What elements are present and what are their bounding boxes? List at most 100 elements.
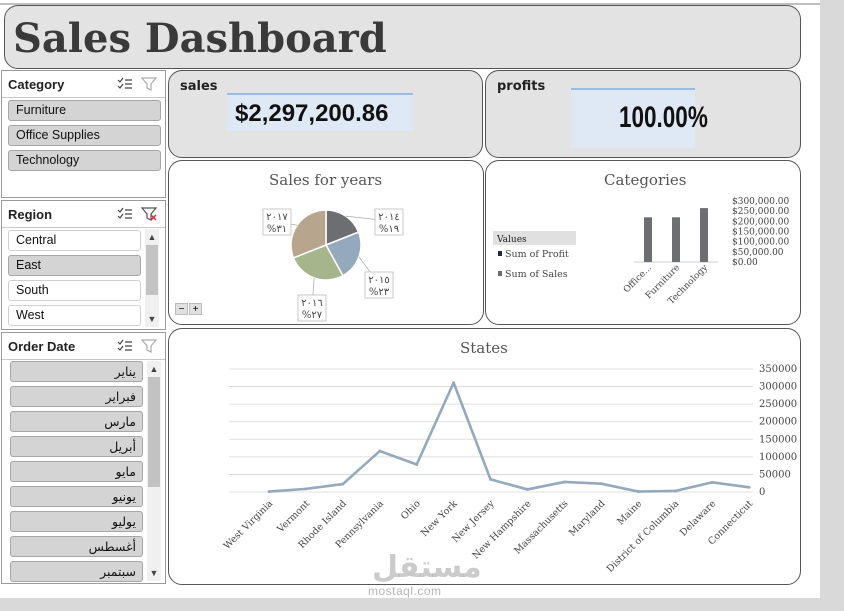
scroll-down-icon[interactable]: ▼	[149, 568, 159, 578]
data-point	[673, 489, 677, 493]
slicer-item-technology[interactable]: Technology	[8, 150, 161, 171]
kpi-value: $2,297,200.86	[235, 100, 389, 127]
slicer-item-month[interactable]: يوليو	[10, 511, 143, 532]
scroll-thumb[interactable]	[148, 377, 160, 487]
y-tick-label: 250000	[759, 399, 797, 410]
kpi-label: profits	[497, 79, 546, 94]
slicer-item-month[interactable]: فبراير	[10, 386, 143, 407]
clear-filter-icon[interactable]	[141, 77, 157, 91]
y-tick-label: 50000	[759, 469, 791, 480]
bar	[672, 217, 680, 262]
watermark-logo: مستقل	[372, 550, 482, 585]
slicer-item-west[interactable]: West	[8, 305, 141, 326]
line-chart: 0 50000 100000 150000 200000 250000 300000 3500…	[222, 364, 797, 575]
data-label-box	[262, 208, 292, 236]
data-point	[489, 477, 493, 481]
slicer-item-south[interactable]: South	[8, 280, 141, 301]
data-label-value: %١٩	[379, 224, 399, 235]
data-label-category: ٢٠١٥	[368, 275, 389, 286]
kpi-value: 100.00%	[619, 101, 708, 134]
profits-kpi-card: profits 100.00%	[485, 70, 801, 158]
data-point	[304, 487, 308, 491]
slicer-item-central[interactable]: Central	[8, 230, 141, 251]
legend-swatch	[498, 271, 502, 276]
legend-header	[493, 231, 576, 245]
order-date-scrollbar[interactable]: ▲ ▼	[147, 361, 161, 581]
data-point	[341, 482, 345, 486]
clear-filter-icon[interactable]	[141, 207, 157, 221]
multi-select-icon[interactable]	[117, 339, 133, 353]
data-point	[747, 485, 751, 489]
data-label-value: %٢٧	[302, 310, 323, 321]
data-label-value: %٣١	[267, 224, 287, 235]
data-point	[452, 381, 456, 385]
data-point	[415, 462, 419, 466]
data-label-category: ٢٠١٤	[378, 212, 399, 223]
data-point	[562, 480, 566, 484]
y-tick-label: 350000	[759, 364, 797, 375]
data-label-box	[297, 294, 327, 322]
slicer-item-month[interactable]: أبريل	[10, 436, 143, 457]
slicer-item-month[interactable]: يناير	[10, 361, 143, 382]
x-tick-label: Maryland	[567, 498, 607, 538]
scroll-up-icon[interactable]: ▲	[147, 232, 157, 242]
data-label-category: ٢٠١٦	[301, 298, 322, 309]
expand-button[interactable]: +	[189, 303, 202, 315]
data-label-box	[374, 208, 404, 236]
y-tick-label: $250,000.00	[732, 207, 790, 217]
sales-kpi-card: sales $2,297,200.86	[168, 70, 483, 158]
y-tick-label: 200000	[759, 417, 797, 428]
slicer-item-month[interactable]: أغسطس	[10, 536, 143, 557]
y-tick-label: $100,000.00	[732, 238, 790, 248]
pie-slice	[325, 209, 360, 247]
slicer-item-month[interactable]: سبتمبر	[10, 561, 143, 582]
chart-title: States	[460, 339, 508, 357]
title-banner: Sales Dashboard	[4, 5, 801, 69]
y-tick-label: $150,000.00	[732, 228, 790, 238]
legend-entry: Sum of Sales	[505, 269, 568, 280]
data-point	[378, 449, 382, 453]
x-tick-label: Vermont	[275, 498, 312, 535]
y-tick-label: 300000	[759, 382, 797, 393]
x-tick-label: District of Columbia	[605, 498, 682, 575]
x-tick-label: Ohio	[399, 498, 423, 522]
slicer-item-month[interactable]: مايو	[10, 461, 143, 482]
scroll-up-icon[interactable]: ▲	[149, 364, 159, 374]
slicer-item-furniture[interactable]: Furniture	[8, 100, 161, 121]
data-label-category: ٢٠١٧	[266, 212, 288, 223]
data-point	[636, 490, 640, 494]
kpi-label: sales	[180, 79, 218, 94]
data-label-box	[364, 271, 394, 299]
order-date-slicer: Order Date يناير فبراير مارس أبريل مايو …	[1, 332, 166, 584]
y-tick-label: 100000	[759, 452, 797, 463]
bar-chart: Office...FurnitureTechnology$0.00$50,000…	[493, 197, 790, 307]
slicer-item-office-supplies[interactable]: Office Supplies	[8, 125, 161, 146]
data-point	[710, 480, 714, 484]
y-tick-label: $300,000.00	[732, 197, 790, 207]
sales-for-years-chart: Sales for years ٢٠١٤ %١٩ ٢٠١٥ %٢٣ ٢٠١٦ %٢٧ ٢٠١…	[168, 160, 484, 325]
pie-chart: ٢٠١٤%١٩ ٢٠١٥%٢٣ ٢٠١٦%٢٧ ٢٠١٧%٣١	[262, 208, 404, 322]
top-border	[0, 3, 820, 5]
region-scrollbar[interactable]: ▲ ▼	[145, 229, 159, 327]
clear-filter-icon[interactable]	[141, 339, 157, 353]
x-tick-label: West Virginia	[222, 498, 276, 552]
slicer-item-month[interactable]: يونيو	[10, 486, 143, 507]
y-tick-label: 150000	[759, 434, 797, 445]
region-slicer: Region Central East South West ▲ ▼	[1, 200, 166, 330]
data-point	[525, 487, 529, 491]
slicer-title: Region	[8, 207, 53, 222]
kpi-value-box: $2,297,200.86	[227, 93, 413, 131]
slicer-item-east[interactable]: East	[8, 255, 141, 276]
multi-select-icon[interactable]	[117, 207, 133, 221]
collapse-button[interactable]: −	[175, 303, 188, 315]
states-chart: States 0 50000 100000 150000 200000 250000 300…	[168, 328, 801, 585]
data-point	[599, 482, 603, 486]
chart-title: Categories	[604, 171, 687, 189]
y-tick-label: $0.00	[732, 258, 758, 268]
multi-select-icon[interactable]	[117, 77, 133, 91]
slicer-header: Order Date	[2, 333, 165, 360]
scroll-down-icon[interactable]: ▼	[147, 314, 157, 324]
categories-chart: Categories Office... Furniture Technology $…	[485, 160, 801, 325]
scroll-thumb[interactable]	[146, 245, 158, 295]
slicer-item-month[interactable]: مارس	[10, 411, 143, 432]
